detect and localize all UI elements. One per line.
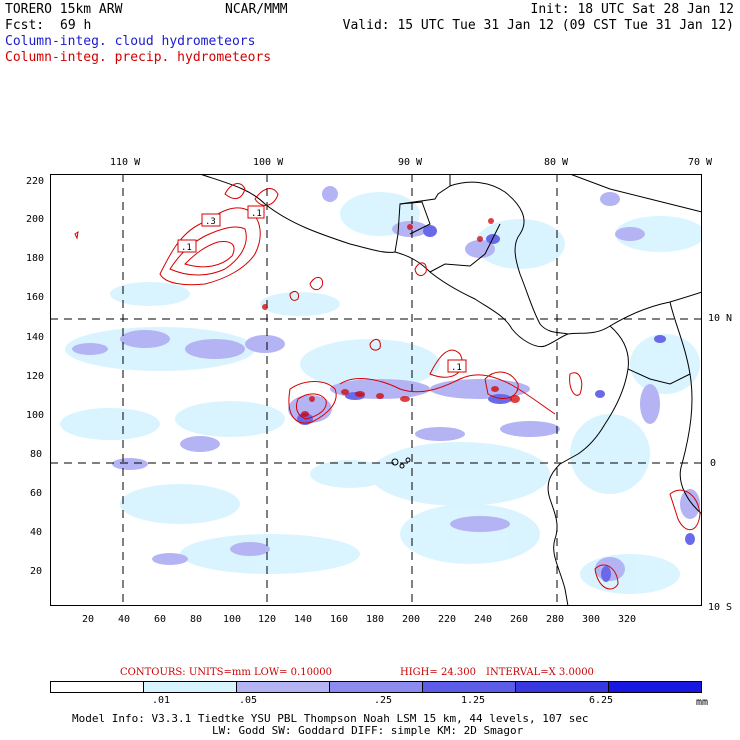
precip-contours bbox=[74, 183, 701, 590]
x-tick: 60 bbox=[154, 614, 167, 625]
lon-label-90w: 90 W bbox=[398, 157, 423, 168]
contours-interval: INTERVAL=X 3.0000 bbox=[486, 667, 594, 678]
shading-legend bbox=[50, 681, 702, 693]
contour-labels: .3 .1 .1 .1 bbox=[177, 205, 467, 373]
legend-label: 1.25 bbox=[461, 695, 486, 706]
x-tick: 200 bbox=[402, 614, 421, 625]
contour-label: .1 bbox=[251, 209, 262, 219]
model-name: TORERO 15km ARW bbox=[5, 2, 123, 17]
forecast-hours: 69 h bbox=[60, 18, 92, 33]
y-tick: 140 bbox=[26, 332, 45, 343]
lon-label-100w: 100 W bbox=[253, 157, 284, 168]
y-tick: 180 bbox=[26, 253, 45, 264]
legend-unit: mm bbox=[696, 697, 709, 708]
y-tick: 160 bbox=[26, 292, 45, 303]
precip-cores bbox=[262, 218, 520, 417]
x-tick: 100 bbox=[223, 614, 242, 625]
y-tick: 20 bbox=[30, 566, 43, 577]
legend-cell bbox=[51, 682, 144, 692]
model-info-line2: LW: Godd SW: Goddard DIFF: simple KM: 2D… bbox=[212, 724, 524, 737]
field-cloud-label: Column-integ. cloud hydrometeors bbox=[5, 34, 256, 49]
lat-label-0: 0 bbox=[710, 458, 717, 469]
init-time: Init: 18 UTC Sat 28 Jan 12 bbox=[530, 2, 735, 17]
forecast-label: Fcst: bbox=[5, 18, 45, 33]
organization: NCAR/MMM bbox=[225, 2, 288, 17]
x-tick: 180 bbox=[366, 614, 385, 625]
field-precip-label: Column-integ. precip. hydrometeors bbox=[5, 50, 272, 65]
x-tick: 140 bbox=[294, 614, 313, 625]
x-tick: 220 bbox=[438, 614, 457, 625]
legend-cell bbox=[609, 682, 701, 692]
y-tick: 40 bbox=[30, 527, 43, 538]
x-tick: 120 bbox=[258, 614, 277, 625]
contours-units: CONTOURS: UNITS=mm LOW= 0.10000 bbox=[120, 667, 333, 678]
y-tick: 100 bbox=[26, 410, 45, 421]
x-tick: 240 bbox=[474, 614, 493, 625]
forecast-map: .3 .1 .1 .1 bbox=[50, 174, 702, 606]
lon-label-110w: 110 W bbox=[110, 157, 141, 168]
y-tick: 120 bbox=[26, 371, 45, 382]
lon-label-70w: 70 W bbox=[688, 157, 713, 168]
legend-label: .25 bbox=[374, 695, 393, 706]
x-tick: 160 bbox=[330, 614, 349, 625]
legend-cell bbox=[237, 682, 330, 692]
contour-label: .1 bbox=[181, 243, 192, 253]
x-tick: 40 bbox=[118, 614, 131, 625]
legend-cell bbox=[330, 682, 423, 692]
model-info-line1: Model Info: V3.3.1 Tiedtke YSU PBL Thomp… bbox=[72, 712, 589, 725]
contours-high: HIGH= 24.300 bbox=[400, 667, 476, 678]
legend-label: 6.25 bbox=[589, 695, 614, 706]
galapagos-islands bbox=[391, 457, 411, 469]
lat-label-10n: 10 N bbox=[708, 313, 733, 324]
lon-label-80w: 80 W bbox=[544, 157, 569, 168]
legend-label: .01 bbox=[152, 695, 171, 706]
x-tick: 280 bbox=[546, 614, 565, 625]
y-tick: 80 bbox=[30, 449, 43, 460]
y-tick: 220 bbox=[26, 176, 45, 187]
contour-label: .1 bbox=[451, 363, 462, 373]
legend-label: .05 bbox=[239, 695, 258, 706]
valid-time: Valid: 15 UTC Tue 31 Jan 12 (09 CST Tue … bbox=[342, 18, 734, 33]
y-tick: 200 bbox=[26, 214, 45, 225]
legend-cell bbox=[423, 682, 516, 692]
legend-cell bbox=[516, 682, 609, 692]
contour-label: .3 bbox=[205, 217, 216, 227]
legend-cell bbox=[144, 682, 237, 692]
x-tick: 260 bbox=[510, 614, 529, 625]
y-tick: 60 bbox=[30, 488, 43, 499]
x-tick: 20 bbox=[82, 614, 95, 625]
x-tick: 300 bbox=[582, 614, 601, 625]
lat-label-10s: 10 S bbox=[708, 602, 733, 613]
x-tick: 80 bbox=[190, 614, 203, 625]
x-tick: 320 bbox=[618, 614, 637, 625]
graticule bbox=[50, 174, 702, 606]
